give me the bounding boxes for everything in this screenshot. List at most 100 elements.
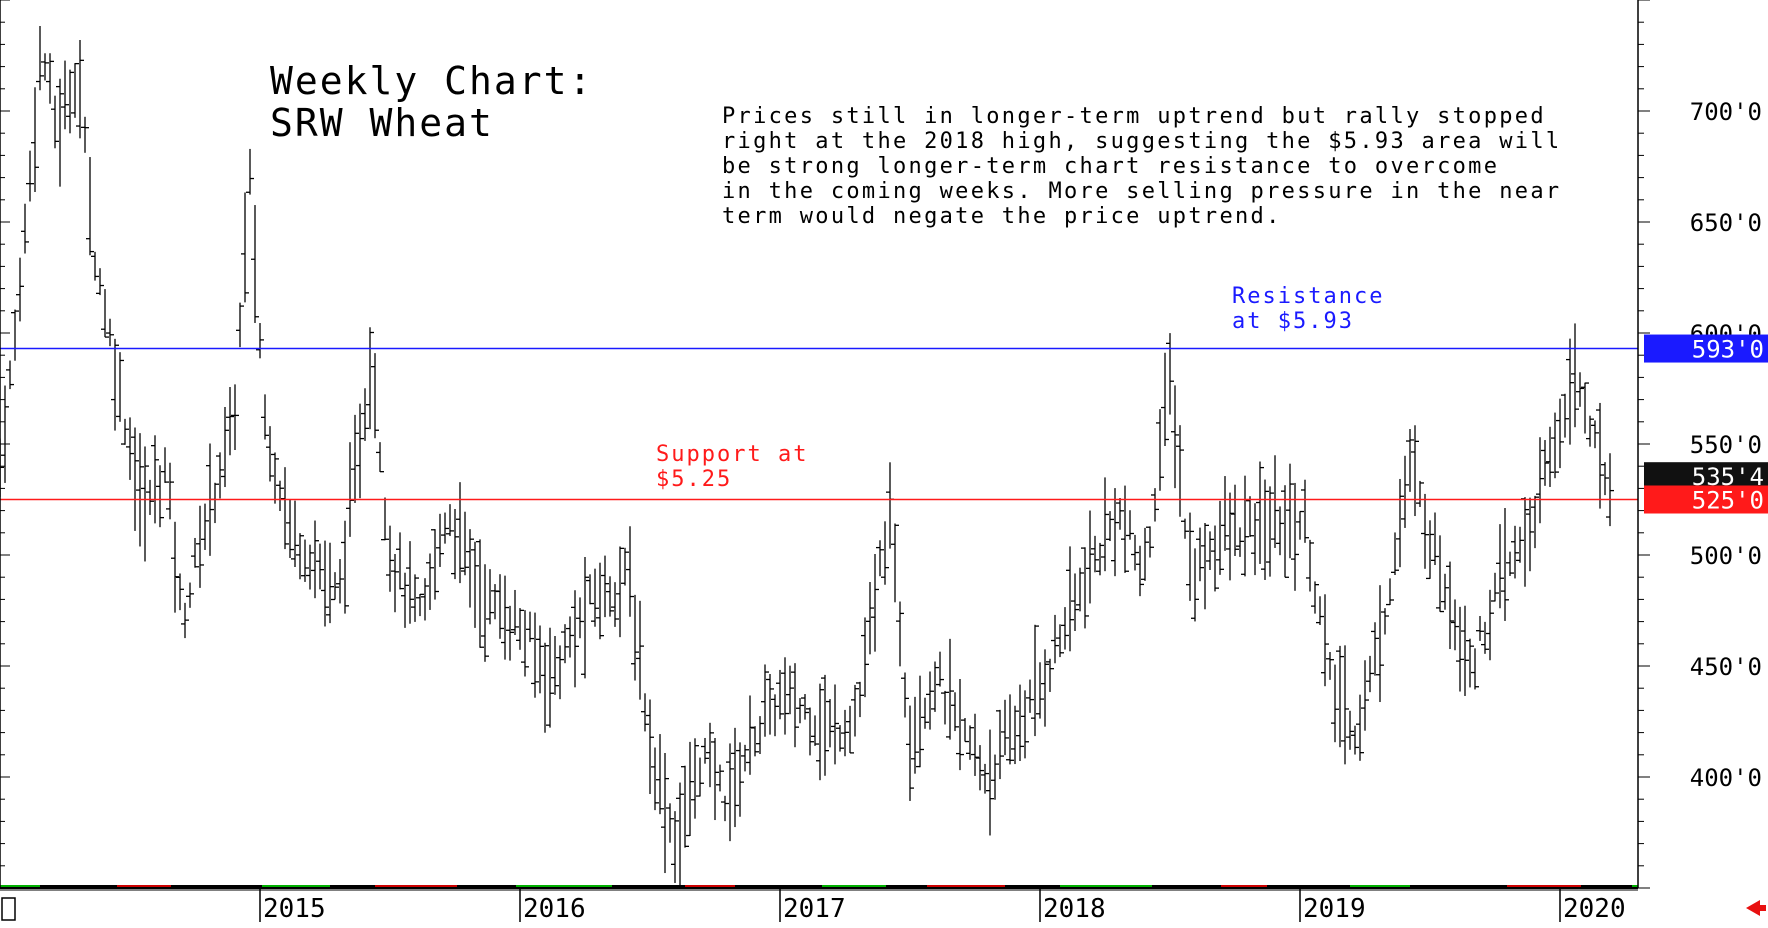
ohlc-bar xyxy=(441,512,449,544)
ohlc-bar xyxy=(1531,495,1539,549)
ohlc-bar xyxy=(126,417,134,480)
ohlc-bar xyxy=(666,803,674,843)
ohlc-bar xyxy=(1081,547,1089,629)
ohlc-bar xyxy=(891,523,899,603)
ohlc-bar xyxy=(1051,614,1059,664)
ohlc-bar xyxy=(1401,455,1409,528)
ohlc-bar xyxy=(146,479,154,515)
commentary-line: Prices still in longer-term uptrend but … xyxy=(722,104,1546,129)
ohlc-bar xyxy=(751,726,759,757)
ohlc-bar xyxy=(821,674,829,776)
ohlc-bar xyxy=(1576,372,1584,407)
ohlc-bar xyxy=(951,692,959,732)
ohlc-bar xyxy=(346,442,354,537)
ohlc-bar xyxy=(1176,425,1184,517)
x-tick-label: 2020 xyxy=(1563,894,1626,924)
ohlc-bar xyxy=(1511,525,1519,579)
ohlc-bar xyxy=(1561,393,1569,438)
ohlc-bar xyxy=(896,601,904,667)
ohlc-bar xyxy=(36,25,44,91)
ohlc-bar xyxy=(211,482,219,524)
ohlc-bar xyxy=(1336,645,1344,748)
ohlc-bar xyxy=(1181,518,1189,539)
ohlc-bar xyxy=(741,744,749,772)
ohlc-bar xyxy=(171,521,179,613)
ohlc-bar xyxy=(1506,551,1514,576)
chart-title-line2: SRW Wheat xyxy=(270,101,494,145)
ohlc-bar xyxy=(976,745,984,791)
y-tick-label: 500'0 xyxy=(1690,542,1762,570)
ohlc-bar xyxy=(1106,511,1114,542)
ohlc-bar xyxy=(856,681,864,718)
ohlc-bar xyxy=(1481,621,1489,654)
ohlc-bar xyxy=(1311,581,1319,614)
ohlc-bar xyxy=(1096,542,1104,576)
ohlc-bar xyxy=(806,707,814,756)
ohlc-bar xyxy=(671,811,679,883)
ohlc-bar xyxy=(466,529,474,608)
ohlc-bar xyxy=(16,257,24,322)
ohlc-bar xyxy=(471,541,479,628)
ohlc-bar xyxy=(621,547,629,586)
ohlc-bar xyxy=(151,435,159,524)
y-tick-label: 550'0 xyxy=(1690,431,1762,459)
ohlc-bar xyxy=(1566,338,1574,445)
ohlc-bar xyxy=(991,754,999,800)
ohlc-bar xyxy=(1571,323,1579,428)
support-label-line1: Support at xyxy=(656,442,809,467)
ohlc-bar xyxy=(181,602,189,639)
ohlc-bar xyxy=(156,465,164,528)
ohlc-bar xyxy=(176,573,184,611)
ohlc-bar xyxy=(456,482,464,584)
ohlc-bar xyxy=(426,553,434,610)
ohlc-bar xyxy=(696,757,704,797)
ohlc-bar xyxy=(1426,520,1434,580)
ohlc-bar xyxy=(116,352,124,422)
ohlc-bar xyxy=(561,624,569,664)
chart-title: Weekly Chart: SRW Wheat xyxy=(270,60,593,144)
scroll-box-icon xyxy=(1,897,16,921)
ohlc-bar xyxy=(381,497,389,541)
scroll-left-arrow-icon xyxy=(1746,900,1766,916)
support-badge: 525'0 xyxy=(1644,485,1768,515)
ohlc-bar xyxy=(0,385,9,483)
ohlc-bar xyxy=(141,446,149,562)
ohlc-bar xyxy=(836,725,844,752)
ohlc-bar xyxy=(1456,606,1464,692)
ohlc-bar xyxy=(1141,527,1149,581)
ohlc-bar xyxy=(231,384,239,451)
y-tick-label: 700'0 xyxy=(1690,98,1762,126)
ohlc-bar xyxy=(641,693,649,732)
ohlc-bar xyxy=(1161,352,1169,447)
ohlc-bar xyxy=(366,327,374,430)
ohlc-bar xyxy=(1446,561,1454,650)
resistance-badge: 593'0 xyxy=(1644,334,1768,364)
ohlc-bar xyxy=(1296,510,1304,540)
ohlc-bar xyxy=(766,673,774,735)
ohlc-bar xyxy=(726,743,734,842)
ohlc-bar xyxy=(326,542,334,624)
ohlc-bar xyxy=(986,729,994,836)
ohlc-bar xyxy=(956,679,964,771)
ohlc-bar xyxy=(1441,573,1449,610)
ohlc-bar xyxy=(91,251,99,281)
ohlc-bar xyxy=(556,645,564,700)
x-tick-label: 2017 xyxy=(783,894,846,924)
ohlc-bar xyxy=(161,447,169,483)
ohlc-bar xyxy=(1011,705,1019,765)
ohlc-bar xyxy=(316,543,324,590)
ohlc-bar xyxy=(906,705,914,801)
ohlc-bar xyxy=(291,500,299,568)
x-tick-label: 2015 xyxy=(263,894,326,924)
ohlc-bar xyxy=(686,741,694,837)
ohlc-bar xyxy=(251,205,259,323)
ohlc-bar xyxy=(781,657,789,735)
ohlc-bar xyxy=(1271,455,1279,548)
ohlc-bar xyxy=(386,525,394,592)
ohlc-bar xyxy=(1021,690,1029,759)
ohlc-bar xyxy=(1391,532,1399,576)
ohlc-bar xyxy=(931,661,939,712)
ohlc-bar xyxy=(416,593,424,617)
commentary-line: be strong longer-term chart resistance t… xyxy=(722,154,1500,179)
ohlc-bar xyxy=(911,696,919,774)
